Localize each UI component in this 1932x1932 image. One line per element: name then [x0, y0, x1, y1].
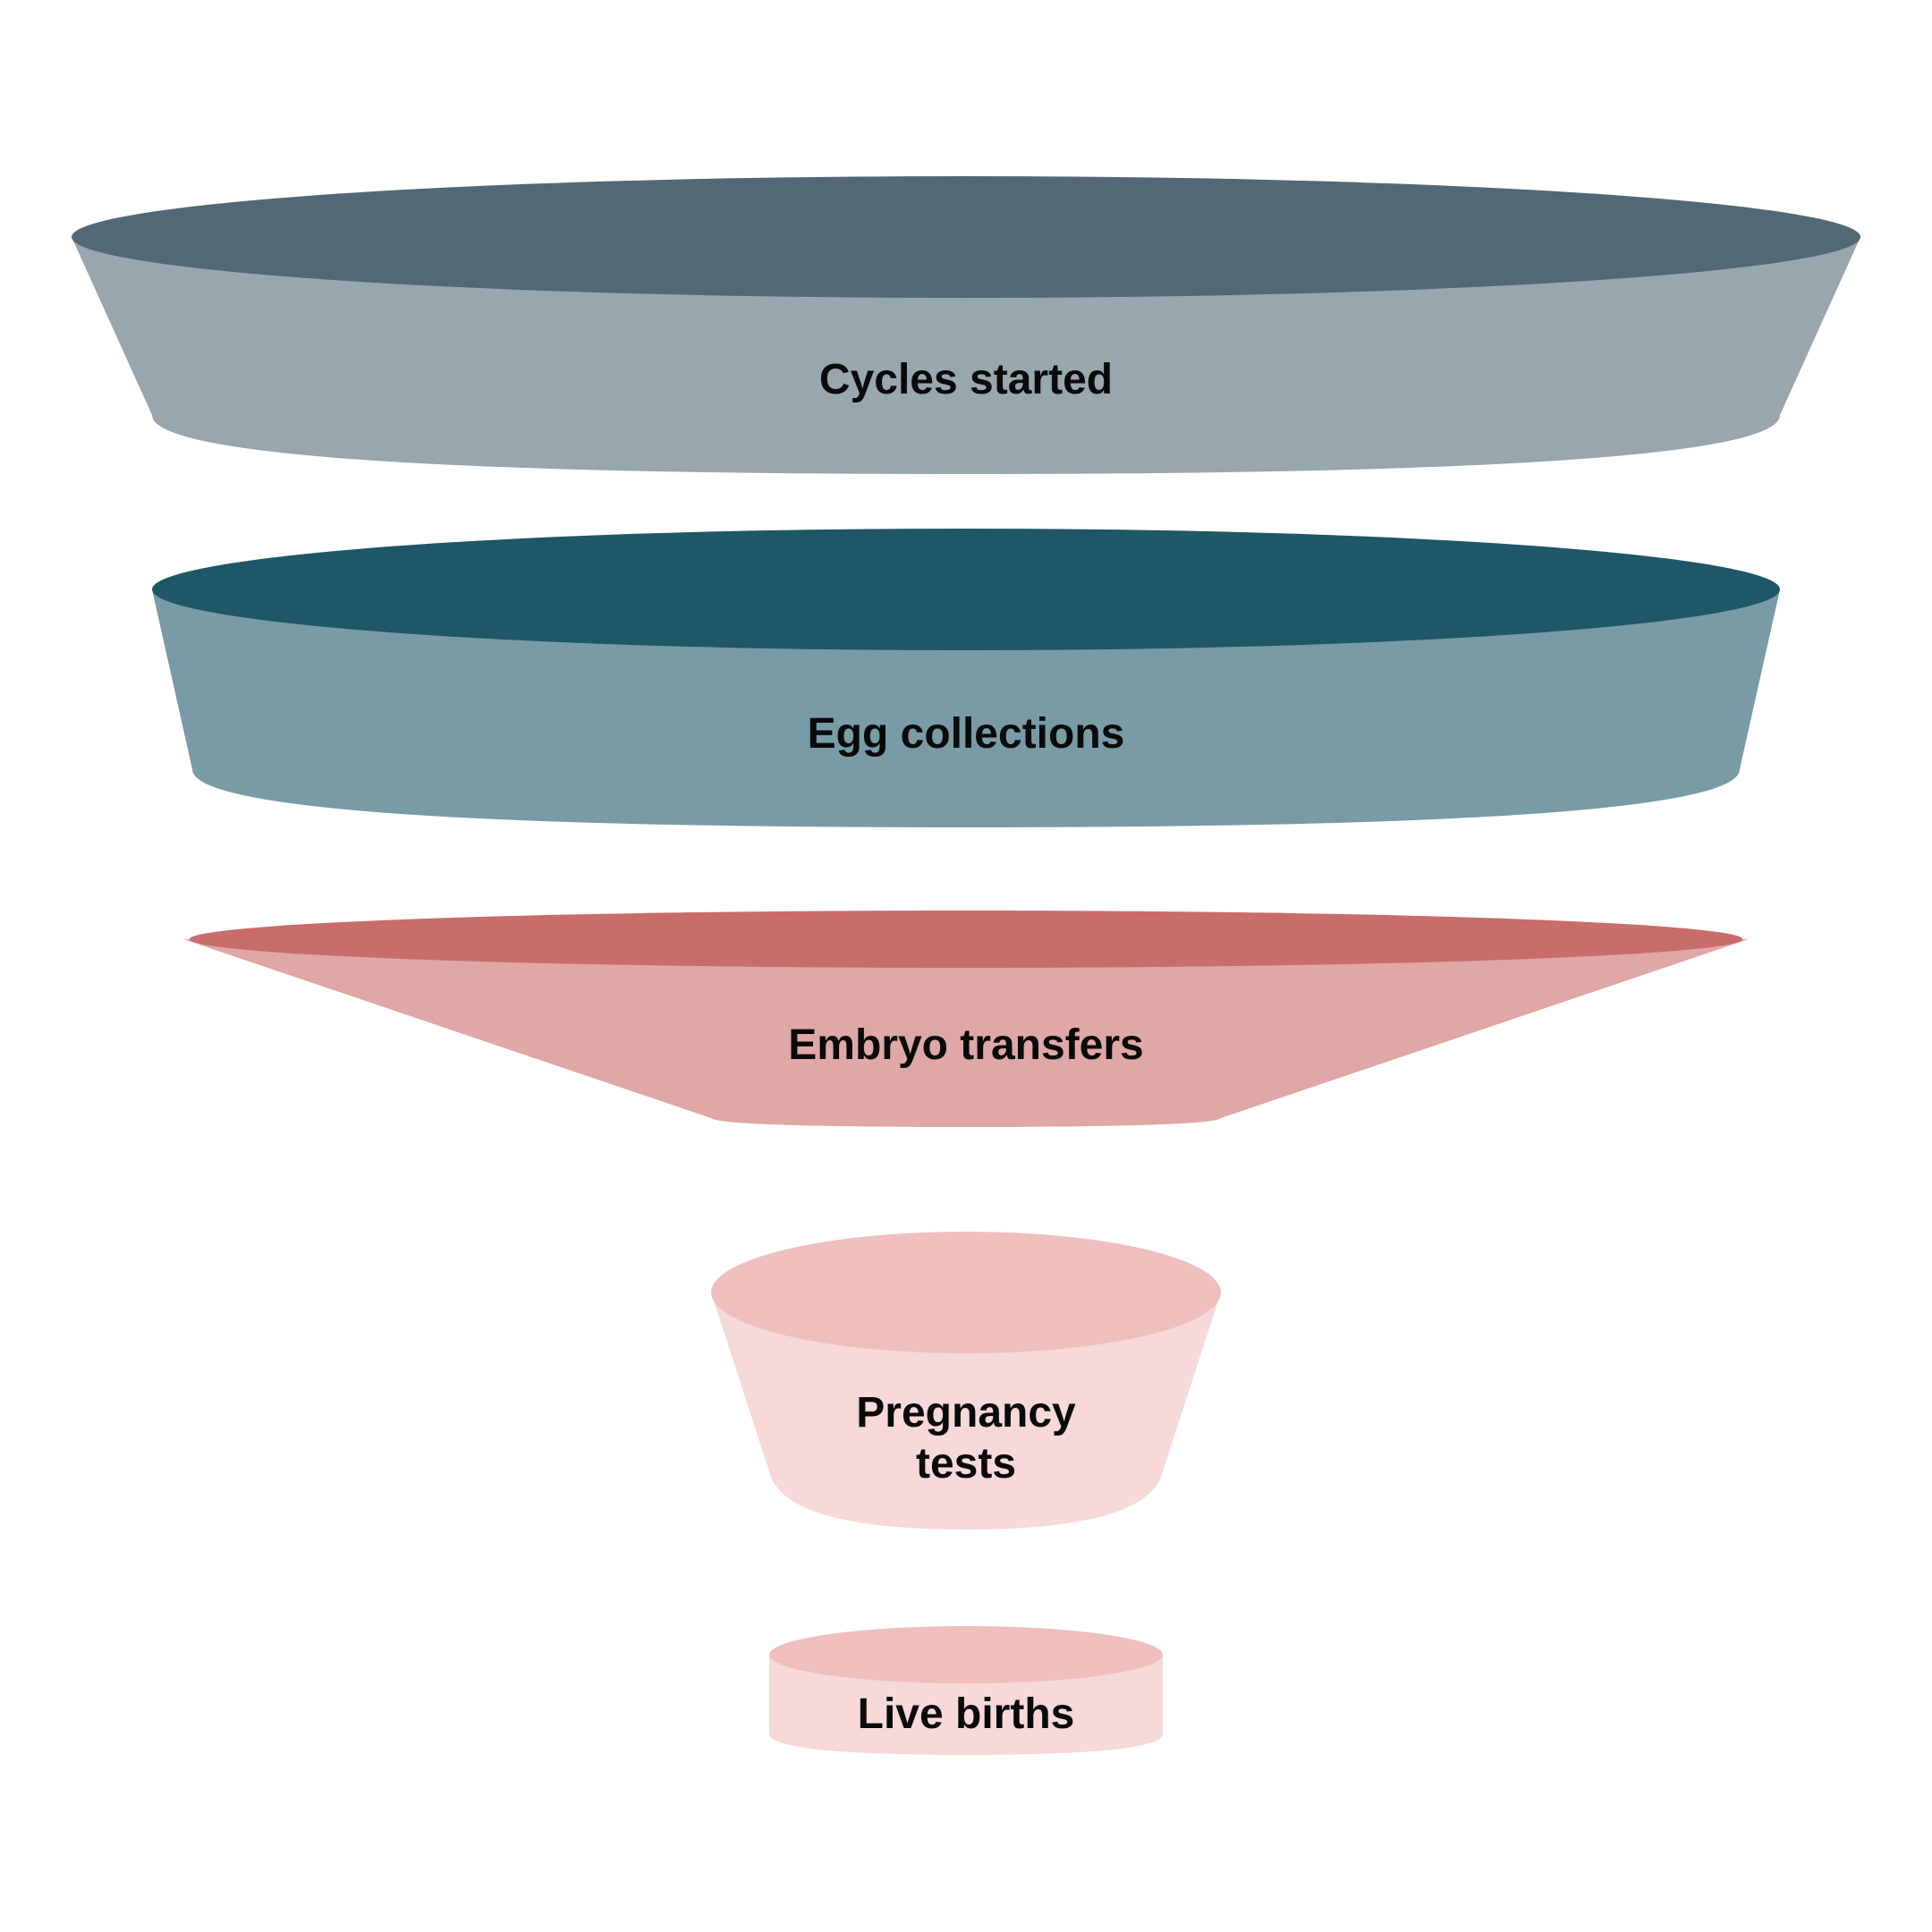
funnel-stage-body: [711, 1292, 1221, 1530]
funnel-stage-top: [711, 1232, 1221, 1353]
funnel-stage-label: Live births: [858, 1690, 1075, 1738]
funnel-stage-top: [769, 1626, 1163, 1683]
funnel-stage-label: Egg collections: [808, 710, 1125, 758]
funnel-stage-label: Embryo transfers: [788, 1021, 1143, 1069]
funnel-stage-egg-collections: Egg collections: [152, 529, 1780, 827]
funnel-stage-label: tests: [916, 1440, 1016, 1487]
funnel-stage-body: [769, 1655, 1163, 1755]
funnel-stage-body: [152, 589, 1780, 827]
funnel-stage-body: [72, 237, 1860, 474]
funnel-stage-top: [190, 911, 1742, 968]
funnel-stage-pregnancy-tests: Pregnancy tests: [711, 1232, 1221, 1530]
funnel-stage-label: Cycles started: [819, 356, 1113, 403]
funnel-stage-live-births: Live births: [769, 1626, 1163, 1755]
funnel-stage-body: [183, 939, 1749, 1127]
funnel-stage-cycles-started: Cycles started: [72, 176, 1860, 474]
funnel-stage-embryo-transfers: Embryo transfers: [183, 911, 1749, 1127]
funnel-stage-top: [152, 529, 1780, 650]
funnel-stage-label: Pregnancy: [856, 1389, 1076, 1436]
funnel-stage-top: [72, 176, 1860, 298]
